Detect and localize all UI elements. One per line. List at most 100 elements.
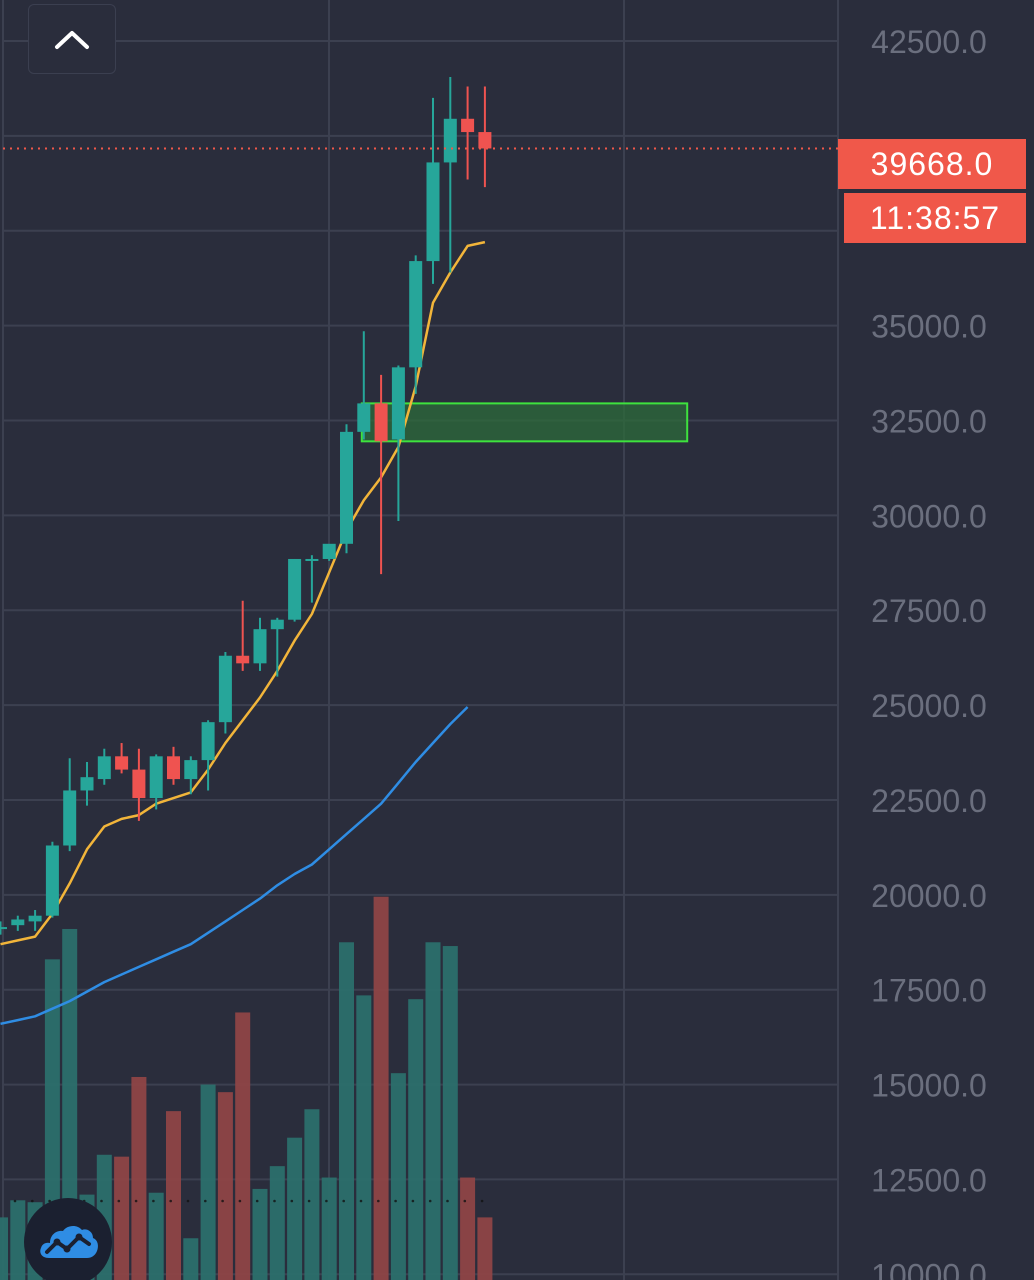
candle	[409, 255, 423, 394]
volume-bar	[148, 1192, 164, 1280]
candle	[97, 748, 111, 785]
volume-dotted-marker	[290, 1199, 294, 1203]
candle-body	[340, 431, 353, 544]
candle-countdown-label: 11:38:57	[844, 193, 1026, 243]
volume-bar	[442, 946, 458, 1280]
volume-bar	[252, 1188, 268, 1280]
candle-body	[322, 543, 336, 559]
volume-dotted-marker	[255, 1199, 259, 1203]
candle	[115, 743, 129, 774]
volume-dotted-marker	[238, 1199, 242, 1203]
volume-dotted-marker	[169, 1199, 172, 1203]
candle-body	[132, 769, 146, 799]
price-tick-label: 15000.0	[871, 1068, 987, 1104]
candle	[132, 748, 146, 821]
candle-body	[45, 845, 59, 916]
candle-body	[253, 629, 267, 664]
candle	[236, 600, 250, 671]
candle-body	[409, 261, 423, 368]
volume-dotted-marker	[377, 1199, 380, 1203]
volume-dotted-marker	[273, 1199, 276, 1203]
volume-bar	[287, 1137, 303, 1280]
chevron-up-icon	[55, 31, 89, 49]
volume-bar	[183, 1238, 199, 1280]
cloud-chart-icon	[40, 1225, 98, 1258]
candle-body	[28, 915, 42, 922]
tradingview-logo-button[interactable]	[24, 1198, 112, 1280]
candle	[322, 543, 336, 561]
candle-body	[184, 760, 198, 780]
price-tick-label: 25000.0	[871, 688, 987, 724]
current-price-label: 39668.0	[838, 139, 1026, 189]
candle	[443, 77, 457, 273]
candle-body	[236, 655, 250, 664]
candle-body	[11, 919, 25, 926]
candle-body	[63, 790, 77, 846]
candle-layer	[0, 77, 492, 935]
price-tick-label: 30000.0	[871, 498, 987, 534]
volume-dotted-marker	[411, 1199, 415, 1203]
price-tick-label: 20000.0	[871, 878, 987, 914]
candle	[11, 915, 25, 931]
volume-bar	[408, 999, 424, 1280]
volume-dotted-marker	[117, 1199, 121, 1203]
candle	[45, 841, 59, 918]
volume-bar	[217, 1092, 233, 1280]
price-tick-label: 12500.0	[871, 1162, 987, 1198]
volume-bar	[425, 942, 441, 1280]
candle-body	[288, 558, 302, 620]
candle	[340, 424, 353, 554]
candle-body	[115, 756, 129, 770]
candle-body	[461, 118, 475, 133]
price-tick-label: 27500.0	[871, 593, 987, 629]
price-tick-label: 32500.0	[871, 403, 987, 439]
candle-body	[97, 756, 111, 780]
candle-body	[167, 756, 180, 780]
volume-bar	[269, 1166, 285, 1280]
volume-dotted-marker	[480, 1199, 484, 1203]
candle-body	[357, 403, 371, 432]
candle-body	[0, 927, 7, 930]
candle	[374, 374, 388, 575]
candle	[201, 720, 215, 791]
volume-bar	[10, 1200, 26, 1280]
volume-dotted-marker	[446, 1199, 449, 1203]
candle-body	[478, 132, 492, 149]
volume-dotted-marker	[221, 1199, 224, 1203]
volume-bar	[131, 1076, 147, 1280]
price-axis: 10000.0 12500.0 15000.0 17500.0 20000.0 22500…	[871, 24, 987, 1280]
volume-bar	[339, 942, 354, 1280]
candle-body	[201, 722, 215, 761]
volume-bar	[235, 1012, 251, 1280]
candle	[167, 746, 180, 785]
candle	[270, 617, 284, 677]
price-tick-label: 42500.0	[871, 24, 987, 60]
collapse-button[interactable]	[28, 4, 116, 74]
price-tick-label: 22500.0	[871, 783, 987, 819]
price-tick-label: 35000.0	[871, 309, 987, 345]
volume-dotted-marker	[100, 1199, 103, 1203]
volume-dotted-marker	[152, 1199, 155, 1203]
support-zone-box	[360, 402, 689, 443]
volume-bar	[390, 1073, 406, 1280]
candle	[391, 365, 405, 522]
candle	[149, 754, 163, 810]
candle-body	[218, 655, 232, 723]
candle	[478, 86, 492, 188]
candle-body	[443, 118, 457, 163]
volume-bar	[460, 1177, 476, 1280]
candle	[63, 758, 77, 852]
volume-dotted-marker	[186, 1199, 190, 1203]
volume-bar	[114, 1156, 130, 1280]
volume-dotted-marker	[13, 1199, 17, 1203]
volume-dotted-marker	[342, 1199, 346, 1203]
volume-dotted-marker	[428, 1199, 432, 1203]
volume-bar	[166, 1111, 181, 1280]
candle	[184, 756, 198, 795]
candle-body	[270, 619, 284, 630]
candle	[0, 921, 7, 935]
volume-dotted-marker	[359, 1199, 363, 1203]
volume-bar	[304, 1109, 320, 1280]
